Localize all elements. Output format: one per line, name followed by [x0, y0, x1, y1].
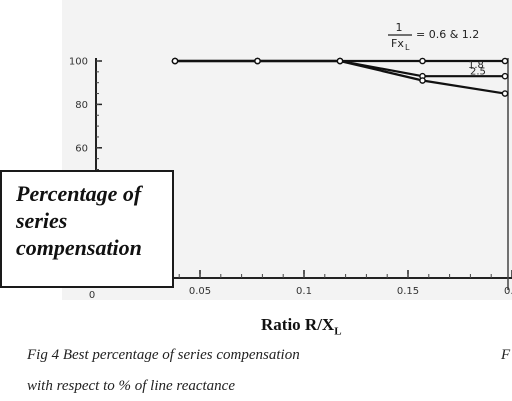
data-point [171, 57, 179, 65]
legend-denominator: Fx [391, 37, 404, 50]
y-tick-label: 80 [75, 100, 88, 111]
x-origin-label: 0 [89, 290, 95, 301]
x-tick-label: 0.15 [397, 286, 419, 297]
data-point [419, 77, 426, 84]
series-lines [171, 57, 509, 97]
x-axis-label-main: Ratio R/X [261, 315, 335, 334]
legend-numerator: 1 [396, 21, 403, 34]
data-point [501, 72, 509, 80]
legend-suffix: = 0.6 & 1.2 [416, 28, 479, 41]
ticks: 100 80 60 0.05 0.1 0.15 0.2 0 [69, 57, 512, 301]
y-axis-label-line-3: compensation [16, 235, 142, 260]
data-point [501, 90, 509, 97]
data-point [419, 57, 426, 65]
figure-caption-line-2: with respect to % of line reactance [27, 378, 236, 394]
x-axis-label-subscript: L [334, 325, 342, 338]
x-tick-label: 0.2 [504, 286, 512, 297]
data-point [254, 57, 261, 65]
y-axis-label-line-2: series [16, 208, 68, 233]
x-tick-label: 0.05 [189, 286, 211, 297]
series-label: 2.5 [470, 67, 486, 78]
series-labels: 1.82.5 [468, 60, 486, 77]
legend-formula: 1 Fx L = 0.6 & 1.2 [388, 21, 479, 52]
legend-denominator-subscript: L [405, 43, 410, 52]
data-point [501, 57, 509, 65]
x-tick-label: 0.1 [296, 286, 312, 297]
figure-caption-fragment: F [501, 347, 511, 363]
y-tick-label: 100 [69, 57, 88, 68]
figure-caption-line-1: Fig 4 Best percentage of series compensa… [27, 347, 300, 363]
y-axis-label-box: Percentage of series compensation [0, 170, 174, 288]
y-axis-label-line-1: Percentage of [16, 181, 142, 206]
data-point [336, 57, 344, 65]
y-tick-label: 60 [75, 143, 88, 154]
x-axis-label: Ratio R/XL [261, 315, 342, 337]
series-label: 1.8 [468, 60, 484, 71]
